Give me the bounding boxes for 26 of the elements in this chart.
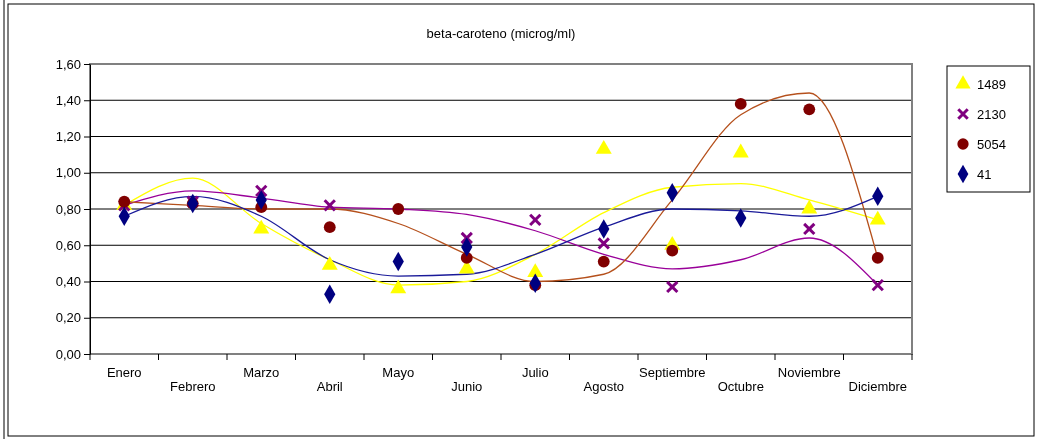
x-tick-label: Noviembre xyxy=(777,364,841,380)
x-tick-label: Agosto xyxy=(583,378,624,394)
x-tick-label: Diciembre xyxy=(848,378,908,394)
chart-title: beta-caroteno (microg/ml) xyxy=(426,26,576,41)
x-tick-label: Septiembre xyxy=(639,364,706,380)
x-tick-label: Junio xyxy=(451,378,483,394)
x-tick-label: Mayo xyxy=(382,364,415,380)
y-tick-label: 1,00 xyxy=(55,165,81,181)
x-tick-label: Abril xyxy=(316,378,343,394)
y-tick-label: 0,00 xyxy=(55,346,81,362)
y-tick-label: 1,40 xyxy=(55,92,81,108)
y-tick-label: 0,80 xyxy=(55,201,81,217)
legend-label: 5054 xyxy=(977,137,1006,152)
y-tick-label: 1,60 xyxy=(55,56,81,72)
x-tick-label: Enero xyxy=(106,364,142,380)
y-tick-label: 0,40 xyxy=(55,274,81,290)
y-tick-label: 1,20 xyxy=(55,129,81,145)
y-tick-label: 0,20 xyxy=(55,310,81,326)
legend-label: 1489 xyxy=(977,77,1006,92)
legend-label: 2130 xyxy=(977,107,1006,122)
legend-label: 41 xyxy=(977,167,992,182)
x-tick-label: Marzo xyxy=(243,364,280,380)
x-tick-label: Julio xyxy=(521,364,549,380)
y-tick-label: 0,60 xyxy=(55,237,81,253)
x-tick-label: Febrero xyxy=(169,378,216,394)
x-tick-label: Octubre xyxy=(717,378,764,394)
